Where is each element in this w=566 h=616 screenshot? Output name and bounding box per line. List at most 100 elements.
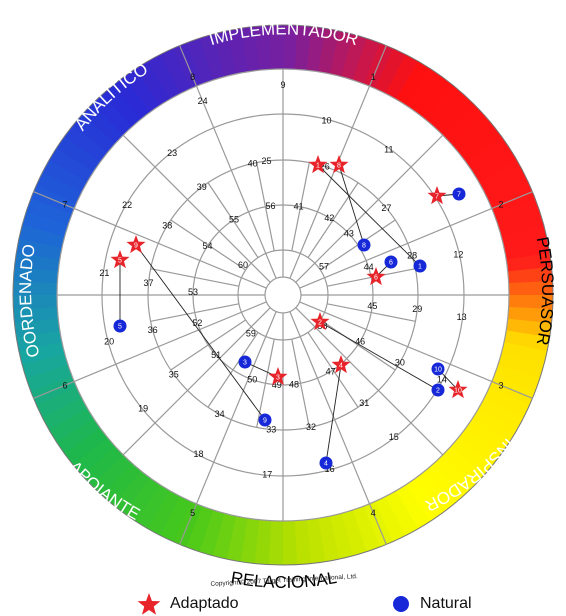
sector-number: 4 (371, 508, 376, 518)
grid-spoke (295, 134, 444, 283)
ring-segment (493, 364, 540, 394)
adapted-marker: 8 (329, 155, 349, 174)
cell-number: 42 (324, 213, 334, 223)
ring-segment (63, 426, 108, 465)
ring-segment (100, 461, 141, 505)
grid-spoke (122, 307, 271, 456)
cell-number: 39 (197, 182, 207, 192)
natural-dot (431, 362, 445, 376)
cell-number: 16 (325, 464, 335, 474)
ring-segment (41, 396, 88, 430)
cell-number: 12 (453, 250, 463, 260)
cell-number: 30 (395, 358, 405, 368)
adapted-star (308, 155, 328, 174)
cell-number: 60 (238, 260, 248, 270)
ring-segment (49, 146, 95, 182)
ring-segment (329, 30, 355, 78)
cell-number: 26 (320, 162, 330, 172)
sector-number: 5 (190, 508, 195, 518)
grid-spoke (207, 332, 259, 408)
cell-number: 18 (193, 449, 203, 459)
adapted-star (448, 380, 468, 399)
ring-segment (472, 147, 518, 184)
ring-segment (18, 340, 65, 365)
disc-wheel: 1234567892410111213141516171819202122232… (12, 24, 558, 590)
ring-segment (134, 483, 170, 529)
adapted-marker: 9 (126, 235, 146, 254)
ring-outer-border (12, 24, 554, 566)
grid-spoke (295, 307, 444, 456)
cell-number: 59 (246, 328, 256, 338)
natural-marker: 4 (319, 456, 333, 470)
ring-segment (483, 386, 530, 420)
adapted-star (126, 235, 146, 254)
natural-id: 8 (362, 243, 366, 250)
grid-spoke (299, 301, 533, 399)
adapted-star (331, 355, 351, 374)
ring-segment (268, 25, 285, 70)
cell-number: 11 (384, 144, 393, 154)
cell-number: 10 (322, 115, 332, 125)
ring-segment (36, 170, 83, 204)
ring-segment (441, 446, 484, 488)
ring-segment (464, 418, 510, 456)
connector-line (325, 364, 342, 464)
ring-segment (18, 223, 66, 249)
ring-segment (488, 375, 536, 407)
ring-segment (73, 112, 117, 153)
ring-segment (30, 183, 78, 215)
ring-segment (102, 83, 143, 128)
ring-segment (197, 509, 225, 556)
ring-segment (465, 136, 511, 174)
ring-segment (414, 470, 453, 515)
ring-segment (146, 489, 181, 536)
cell-number: 53 (188, 287, 198, 297)
grid-spoke (122, 134, 271, 283)
ring-segment (111, 469, 151, 514)
ring-segment (81, 445, 124, 486)
cell-number: 46 (355, 336, 365, 346)
grid-spoke (179, 311, 277, 545)
ring-segment (373, 496, 406, 543)
adapted-star (427, 186, 447, 205)
cell-number: 50 (247, 375, 257, 385)
cell-number: 15 (389, 432, 399, 442)
ring-segment (266, 520, 283, 565)
cell-number: 22 (122, 200, 132, 210)
ring-segment (90, 453, 132, 496)
adapted-marker: 10 (448, 380, 468, 399)
ring-segment (158, 495, 192, 542)
cell-number: 54 (203, 241, 213, 251)
adapted-id: 4 (339, 363, 343, 370)
grid-spoke (33, 301, 267, 399)
cell-number: 9 (280, 80, 285, 90)
cell-number: 27 (381, 203, 391, 213)
grid-spoke (291, 339, 310, 428)
ring-segment (477, 397, 524, 432)
ring-segment (507, 266, 553, 285)
grid-spoke (291, 162, 310, 251)
adapted-id: 3 (276, 375, 280, 382)
ring-segment (82, 102, 125, 144)
adapted-marker: 5 (110, 250, 130, 269)
ring-segment (425, 85, 466, 129)
ring-segment (293, 519, 312, 565)
grid-spoke (170, 319, 246, 371)
ring-segment (124, 67, 162, 113)
ring-segment (484, 172, 531, 205)
adapted-id: 9 (134, 243, 138, 250)
cell-number: 40 (248, 158, 258, 168)
ring-segment (254, 25, 273, 71)
cell-number: 57 (319, 261, 329, 271)
natural-marker: 7 (452, 187, 466, 201)
adapted-marker: 6 (366, 267, 386, 286)
ring-segment (374, 48, 408, 95)
ring-segment (351, 505, 380, 553)
ring-segment (26, 196, 73, 226)
sector-number: 6 (62, 380, 67, 390)
ring-segment (48, 406, 94, 443)
ring-segment (385, 54, 420, 101)
ring-segment (71, 435, 116, 476)
ring-segment (501, 225, 548, 250)
ring-segment (352, 38, 382, 85)
